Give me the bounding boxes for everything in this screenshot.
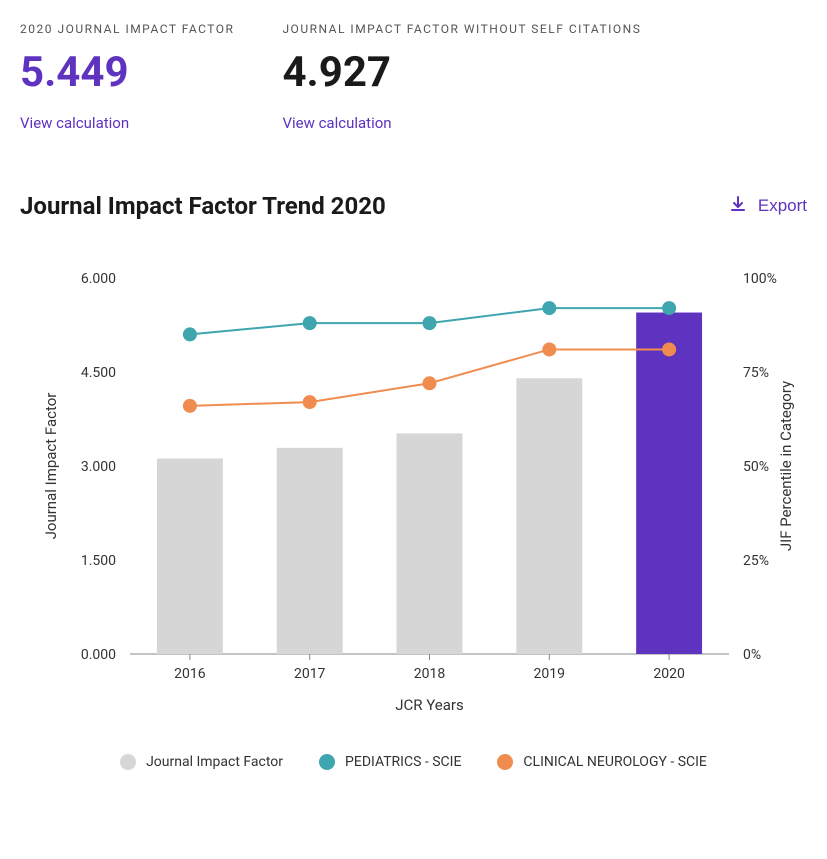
svg-text:6.000: 6.000 [81,271,116,287]
svg-text:2019: 2019 [534,666,565,682]
legend-swatch-icon [319,754,335,770]
svg-text:2018: 2018 [414,666,446,682]
svg-text:25%: 25% [743,553,769,569]
svg-text:2016: 2016 [174,666,206,682]
download-icon [730,196,746,217]
metric-jif: 2020 JOURNAL IMPACT FACTOR 5.449 View ca… [20,20,234,132]
svg-text:JCR Years: JCR Years [395,696,463,714]
legend-label: PEDIATRICS - SCIE [345,754,461,770]
svg-text:JIF Percentile in Category: JIF Percentile in Category [777,381,795,551]
legend-swatch-bar-icon [120,754,136,770]
svg-text:1.500: 1.500 [81,553,116,569]
svg-text:50%: 50% [743,459,769,475]
jif-trend-chart: 0.000 1.500 3.000 4.500 6.000 0% 25% 50% 75% 100%… [20,260,807,740]
legend-label: CLINICAL NEUROLOGY - SCIE [523,754,706,770]
metric-jif-noself: JOURNAL IMPACT FACTOR WITHOUT SELF CITAT… [282,20,641,132]
svg-text:75%: 75% [743,365,769,381]
chart-area: 0.000 1.500 3.000 4.500 6.000 0% 25% 50% 75% 100%… [20,260,807,740]
legend-swatch-icon [497,754,513,770]
metric-jif-noself-link[interactable]: View calculation [282,114,641,132]
chart-header: Journal Impact Factor Trend 2020 Export [20,192,807,220]
legend-item: CLINICAL NEUROLOGY - SCIE [497,754,706,770]
svg-text:100%: 100% [743,271,777,287]
metric-jif-label: 2020 JOURNAL IMPACT FACTOR [20,20,234,38]
export-label: Export [758,196,807,216]
svg-text:Journal Impact Factor: Journal Impact Factor [42,393,60,540]
legend-label: Journal Impact Factor [146,754,283,770]
svg-text:2017: 2017 [294,666,326,682]
svg-text:2020: 2020 [653,666,685,682]
svg-text:3.000: 3.000 [81,459,116,475]
chart-title: Journal Impact Factor Trend 2020 [20,192,386,220]
export-button[interactable]: Export [730,196,807,217]
metric-jif-value: 5.449 [20,52,234,94]
metric-jif-noself-label: JOURNAL IMPACT FACTOR WITHOUT SELF CITAT… [282,20,641,38]
svg-text:0%: 0% [743,647,761,663]
metrics-row: 2020 JOURNAL IMPACT FACTOR 5.449 View ca… [20,20,807,132]
metric-jif-noself-value: 4.927 [282,52,641,94]
legend-item: PEDIATRICS - SCIE [319,754,461,770]
legend-item: Journal Impact Factor [120,754,283,770]
chart-legend: Journal Impact Factor PEDIATRICS - SCIE CL… [20,754,807,770]
metric-jif-link[interactable]: View calculation [20,114,234,132]
svg-text:4.500: 4.500 [81,365,116,381]
svg-text:0.000: 0.000 [81,647,116,663]
